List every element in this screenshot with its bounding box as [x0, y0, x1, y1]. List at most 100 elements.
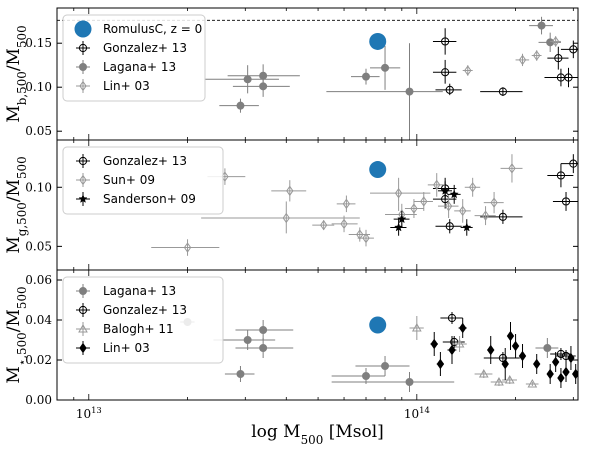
- point-marker: [447, 313, 457, 323]
- data-point: [232, 75, 290, 97]
- series-lagana-13: [180, 317, 559, 392]
- data-point: [370, 45, 401, 90]
- point-marker: [286, 185, 294, 197]
- data-point: [547, 163, 574, 188]
- point-marker: [420, 196, 428, 207]
- data-point: [571, 364, 578, 384]
- data-point: [474, 206, 496, 226]
- data-point: [390, 219, 407, 236]
- data-point: [219, 98, 259, 113]
- data-point: [552, 192, 578, 211]
- series-lin-03: [430, 318, 578, 388]
- point-marker: [243, 75, 252, 84]
- data-point: [393, 210, 410, 228]
- point-marker: [430, 338, 438, 350]
- point-marker: [546, 368, 554, 380]
- legend-box: [62, 14, 206, 102]
- data-point: [370, 177, 431, 211]
- point-marker: [397, 214, 407, 224]
- point-marker: [561, 197, 571, 206]
- data-point: [436, 352, 445, 376]
- point-marker: [498, 212, 508, 221]
- y-tick-label: 0.10: [25, 180, 52, 194]
- point-marker: [369, 161, 387, 179]
- point-marker: [411, 322, 422, 332]
- x-axis-label: log M500 [Msol]: [251, 422, 384, 447]
- data-point: [227, 64, 300, 88]
- y-axis-label: M⋆,500/M500: [4, 286, 29, 383]
- plot-area: [151, 154, 578, 256]
- point-marker: [562, 366, 570, 378]
- point-marker: [282, 212, 290, 224]
- data-point: [480, 87, 523, 96]
- x-tick-label: 1014: [404, 405, 430, 421]
- y-tick-label: 0.05: [25, 124, 52, 138]
- legend-marker: [79, 174, 87, 186]
- point-marker: [369, 32, 387, 50]
- legend-marker: [74, 20, 92, 38]
- data-point: [551, 352, 560, 372]
- point-marker: [481, 210, 490, 221]
- point-marker: [462, 222, 472, 232]
- legend-label: Lagana+ 13: [103, 284, 176, 298]
- data-point: [447, 336, 457, 364]
- x-tick-label: 1013: [76, 405, 102, 421]
- point-marker: [501, 358, 509, 370]
- data-point: [511, 334, 520, 358]
- legend-label: Lin+ 03: [103, 341, 150, 355]
- point-marker: [504, 374, 515, 384]
- point-marker: [537, 21, 546, 30]
- data-point: [483, 352, 520, 364]
- point-marker: [369, 316, 387, 334]
- point-marker: [551, 356, 560, 368]
- point-marker: [319, 219, 328, 231]
- data-point: [312, 219, 335, 231]
- data-point: [440, 312, 463, 324]
- series-lagana-13: [204, 16, 561, 140]
- point-marker: [527, 378, 538, 388]
- point-marker: [362, 371, 371, 380]
- point-marker: [405, 87, 414, 96]
- point-marker: [567, 352, 575, 364]
- y-tick-label: 0.02: [25, 353, 52, 367]
- legend-label: Sun+ 09: [103, 173, 155, 187]
- data-point: [483, 192, 504, 214]
- legend-item: Balogh+ 11: [76, 322, 174, 336]
- data-point: [235, 338, 294, 358]
- data-point: [535, 338, 559, 358]
- data-point: [552, 67, 578, 88]
- data-point: [355, 356, 410, 376]
- data-point: [432, 28, 457, 55]
- data-point: [336, 195, 356, 213]
- series-gonzalez-13: [440, 312, 576, 364]
- data-point: [474, 368, 493, 378]
- data-point: [458, 318, 467, 338]
- point-marker: [259, 82, 268, 91]
- point-marker: [405, 377, 414, 386]
- data-point: [462, 65, 473, 76]
- data-point: [567, 346, 575, 370]
- data-point: [151, 239, 220, 256]
- point-marker: [556, 349, 566, 359]
- point-marker: [543, 343, 552, 352]
- data-point: [531, 50, 542, 61]
- legend-label: Balogh+ 11: [103, 322, 174, 336]
- point-marker: [445, 85, 454, 94]
- data-point: [350, 68, 380, 85]
- point-marker: [340, 218, 348, 230]
- data-point: [529, 16, 553, 35]
- legend-marker: [78, 305, 88, 315]
- legend: Gonzalez+ 13 Sun+ 09 Sanderson+ 09: [62, 146, 224, 215]
- point-marker: [356, 229, 364, 240]
- data-point: [432, 59, 457, 84]
- data-point: [460, 219, 473, 236]
- point-marker: [444, 200, 453, 212]
- point-marker: [448, 344, 456, 356]
- data-point: [560, 40, 578, 59]
- point-marker: [342, 198, 351, 210]
- data-point: [538, 32, 561, 52]
- data-point: [224, 366, 255, 382]
- data-point: [204, 65, 279, 94]
- y-tick-label: 0.04: [25, 313, 52, 327]
